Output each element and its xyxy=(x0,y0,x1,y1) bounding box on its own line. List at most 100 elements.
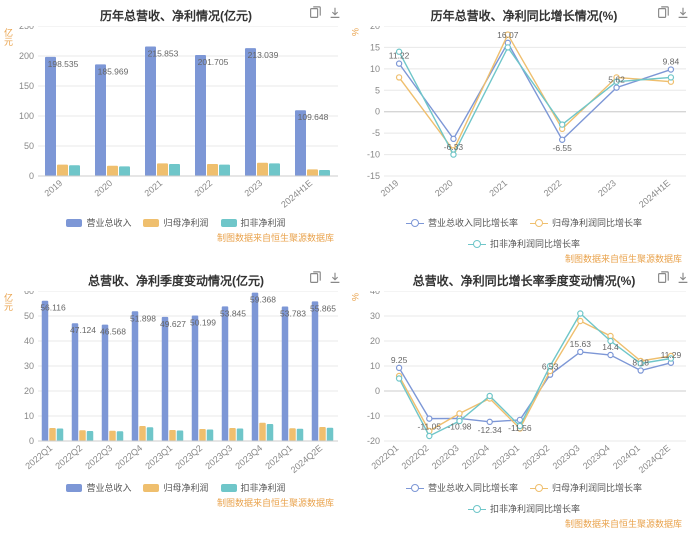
y-tick-label: 20 xyxy=(370,336,380,346)
y-tick-label: 20 xyxy=(24,386,34,396)
y-tick-label: 0 xyxy=(29,171,34,181)
bar xyxy=(195,55,206,176)
x-tick-label: 2022Q2 xyxy=(53,443,84,471)
point-value-label: 8.18 xyxy=(632,358,649,368)
bar xyxy=(207,164,218,176)
data-point xyxy=(505,45,510,50)
panel-quarterly-growth: 总营收、净利同比增长率季度变动情况(%)%-20-100102030409.25… xyxy=(352,269,696,530)
x-tick-label: 2022Q2 xyxy=(400,443,431,471)
y-tick-label: 0 xyxy=(29,436,34,446)
chart-area: %-20-100102030409.25-11.05-10.98-12.34-1… xyxy=(352,291,696,477)
data-point xyxy=(578,349,583,354)
y-tick-label: 20 xyxy=(370,26,380,31)
point-value-label: -11.05 xyxy=(418,422,442,432)
legend-label: 归母净利润同比增长率 xyxy=(552,216,642,229)
legend-label: 扣非净利润同比增长率 xyxy=(490,502,580,515)
legend-label: 扣非净利润 xyxy=(241,216,286,229)
panel-title: 总营收、净利季度变动情况(亿元) xyxy=(88,272,264,289)
point-value-label: 6.53 xyxy=(542,362,559,372)
bar-chart-annual-absolute: 050100150200250198.5352019185.9692020215… xyxy=(4,26,348,212)
bar xyxy=(72,323,79,441)
legend-label: 归母净利润同比增长率 xyxy=(552,481,642,494)
x-tick-label: 2024H1E xyxy=(637,178,672,210)
x-tick-label: 2022Q4 xyxy=(113,443,144,471)
y-tick-label: 10 xyxy=(24,411,34,421)
copy-icon[interactable] xyxy=(656,271,670,290)
legend-item: 营业总收入同比增长率 xyxy=(406,216,518,229)
data-point xyxy=(397,365,402,370)
bar xyxy=(307,169,318,176)
data-source-note: 制图数据来自恒生聚源数据库 xyxy=(352,252,696,265)
bar xyxy=(269,163,280,176)
x-tick-label: 2022Q4 xyxy=(460,443,491,471)
point-value-label: -6.33 xyxy=(444,142,464,152)
legend-label: 营业总收入 xyxy=(86,481,131,494)
bar xyxy=(119,166,130,176)
point-value-label: 9.84 xyxy=(663,57,680,67)
data-source-note: 制图数据来自恒生聚源数据库 xyxy=(4,231,348,244)
bar xyxy=(252,293,259,441)
bar-value-label: 213.039 xyxy=(248,50,279,60)
legend-label: 扣非净利润 xyxy=(241,481,286,494)
bar-value-label: 53.783 xyxy=(280,309,306,319)
bar xyxy=(145,46,156,176)
copy-icon[interactable] xyxy=(656,6,670,25)
x-tick-label: 2023Q3 xyxy=(203,443,234,471)
download-icon[interactable] xyxy=(676,6,690,25)
y-axis-title: 亿元 xyxy=(2,293,15,311)
bar xyxy=(177,431,184,442)
bar-value-label: 201.705 xyxy=(198,57,229,67)
x-tick-label: 2022Q3 xyxy=(430,443,461,471)
bar-value-label: 185.969 xyxy=(98,66,129,76)
bar-value-label: 53.845 xyxy=(220,308,246,318)
bar xyxy=(297,429,304,441)
legend-item: 归母净利润 xyxy=(143,216,208,229)
chart-area: 亿元050100150200250198.5352019185.96920202… xyxy=(4,26,348,212)
bar xyxy=(102,325,109,441)
x-tick-label: 2022 xyxy=(542,178,564,199)
data-point xyxy=(578,318,583,323)
copy-icon[interactable] xyxy=(308,271,322,290)
download-icon[interactable] xyxy=(328,271,342,290)
x-tick-label: 2022 xyxy=(193,178,215,199)
point-value-label: 5.62 xyxy=(608,75,625,85)
y-tick-label: 0 xyxy=(375,107,380,117)
legend-label: 营业总收入同比增长率 xyxy=(428,481,518,494)
bar xyxy=(57,165,68,176)
chart-grid: 历年总营收、净利情况(亿元)亿元050100150200250198.53520… xyxy=(4,4,696,530)
download-icon[interactable] xyxy=(676,271,690,290)
download-icon[interactable] xyxy=(328,6,342,25)
point-value-label: 16.07 xyxy=(497,30,519,40)
bar xyxy=(192,316,199,441)
y-tick-label: -15 xyxy=(367,171,380,181)
data-point xyxy=(397,75,402,80)
point-value-label: 11.29 xyxy=(661,350,682,360)
x-tick-label: 2020 xyxy=(93,178,115,199)
data-point xyxy=(608,352,613,357)
series-line xyxy=(399,43,671,140)
bar-value-label: 198.535 xyxy=(48,59,79,69)
data-point xyxy=(614,85,619,90)
bar-value-label: 49.627 xyxy=(160,319,186,329)
y-tick-label: -10 xyxy=(367,411,380,421)
data-point xyxy=(668,67,673,72)
bar xyxy=(49,428,56,441)
y-tick-label: 30 xyxy=(370,311,380,321)
x-tick-label: 2022Q1 xyxy=(369,443,400,471)
line-chart-annual-growth: -15-10-50510152011.22-6.3316.07-6.555.62… xyxy=(352,26,696,212)
copy-icon[interactable] xyxy=(308,6,322,25)
x-tick-label: 2023Q2 xyxy=(520,443,551,471)
series-line xyxy=(399,321,671,431)
legend-label: 归母净利润 xyxy=(163,481,208,494)
panel-quarterly-absolute: 总营收、净利季度变动情况(亿元)亿元010203040506056.116202… xyxy=(4,269,348,530)
point-value-label: 15.63 xyxy=(570,339,592,349)
legend-item: 营业总收入同比增长率 xyxy=(406,481,518,494)
bar xyxy=(87,431,94,441)
data-point xyxy=(578,311,583,316)
data-point xyxy=(397,61,402,66)
legend: 营业总收入同比增长率归母净利润同比增长率扣非净利润同比增长率 xyxy=(352,216,696,250)
data-point xyxy=(427,433,432,438)
bar xyxy=(42,301,49,441)
legend-label: 营业总收入同比增长率 xyxy=(428,216,518,229)
bar xyxy=(289,428,296,441)
